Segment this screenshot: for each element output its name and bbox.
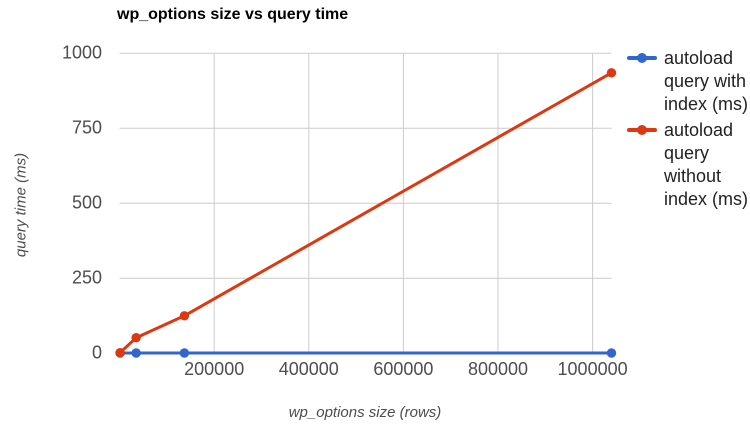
x-tick-label: 1000000 [557, 359, 628, 379]
data-point-marker [179, 348, 190, 358]
data-point-marker [131, 348, 141, 358]
y-tick-label: 750 [71, 117, 102, 138]
x-tick-label: 200000 [184, 359, 245, 379]
x-axis-title: wp_options size (rows) [288, 404, 442, 421]
legend: autoload query with index (ms) autoload q… [627, 47, 750, 211]
x-tick-label: 400000 [278, 359, 339, 379]
x-tick-label: 800000 [467, 359, 529, 379]
data-point-marker [115, 348, 125, 358]
legend-label: autoload query with index (ms) [664, 48, 749, 114]
data-point-marker [606, 68, 617, 78]
y-tick-label: 250 [71, 267, 102, 288]
y-tick-label: 0 [91, 342, 102, 363]
data-point-marker [131, 333, 141, 343]
legend-series-marker-icon [627, 53, 657, 63]
legend-item: autoload query with index (ms) [627, 47, 750, 116]
legend-series-marker-icon [627, 125, 657, 135]
legend-series-dot-icon [637, 125, 647, 135]
series-line-1 [118, 71, 613, 355]
chart-title: wp_options size vs query time [117, 6, 349, 23]
x-tick-label: 600000 [373, 359, 434, 379]
data-point-marker [606, 348, 617, 358]
legend-item: autoload query without index (ms) [627, 119, 750, 211]
data-point-marker [179, 311, 190, 321]
legend-series-dot-icon [637, 53, 647, 63]
legend-label: autoload query without index (ms) [664, 120, 749, 209]
y-tick-label: 1000 [61, 42, 102, 63]
y-axis-title: query time (ms) [12, 152, 30, 258]
y-tick-label: 500 [71, 192, 102, 213]
